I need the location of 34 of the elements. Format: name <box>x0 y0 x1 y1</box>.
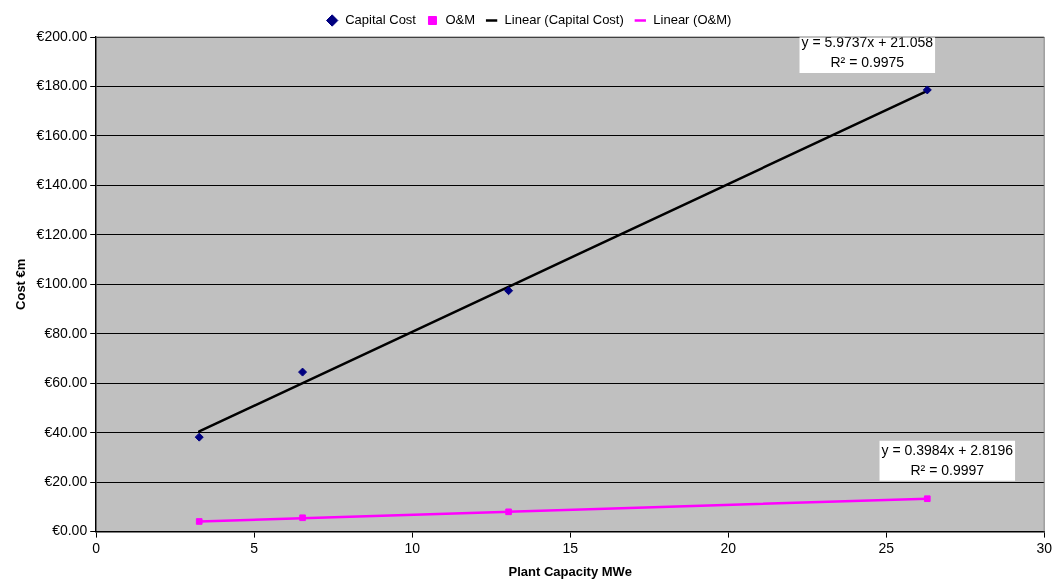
x-tick-label: 0 <box>92 539 101 556</box>
y-tick-label: €160.00 <box>36 126 88 143</box>
y-tick-label: €180.00 <box>36 77 88 94</box>
y-tick-label: €100.00 <box>36 275 88 292</box>
y-tick-label: €60.00 <box>44 374 88 391</box>
y-tick-label: €140.00 <box>36 176 88 193</box>
x-tick-label: 25 <box>878 539 895 556</box>
legend-label: Linear (Capital Cost) <box>504 12 624 28</box>
y-tick-label: €20.00 <box>44 473 88 489</box>
annotation: y = 0.3984x + 2.8196 R² = 0.9997 <box>881 441 1014 478</box>
point <box>505 508 512 516</box>
x-axis-title: Plant Capacity MWe <box>508 563 632 579</box>
y-tick-label: €200.00 <box>36 27 88 44</box>
point <box>299 514 306 522</box>
legend-label: Linear (O&M) <box>653 12 732 28</box>
y-tick-label: €80.00 <box>44 324 88 341</box>
annotation: y = 5.9737x + 21.058 R² = 0.9975 <box>801 33 934 70</box>
y-axis-title: Cost €m <box>13 258 29 310</box>
x-tick-label: 20 <box>720 539 737 556</box>
point <box>923 495 931 503</box>
point <box>298 367 308 377</box>
point <box>194 432 204 442</box>
point <box>195 518 203 525</box>
point <box>504 286 514 296</box>
x-tick-label: 30 <box>1036 539 1053 556</box>
y-tick-label: €40.00 <box>44 423 88 440</box>
x-tick-label: 15 <box>562 539 579 556</box>
x-tick-label: 5 <box>250 539 259 556</box>
x-tick-label: 10 <box>404 539 421 556</box>
y-tick-label: €120.00 <box>36 225 88 242</box>
point <box>922 85 932 95</box>
y-tick-label: €0.00 <box>52 522 88 539</box>
legend-label: O&M <box>445 12 476 28</box>
legend-label: Capital Cost <box>345 12 417 28</box>
